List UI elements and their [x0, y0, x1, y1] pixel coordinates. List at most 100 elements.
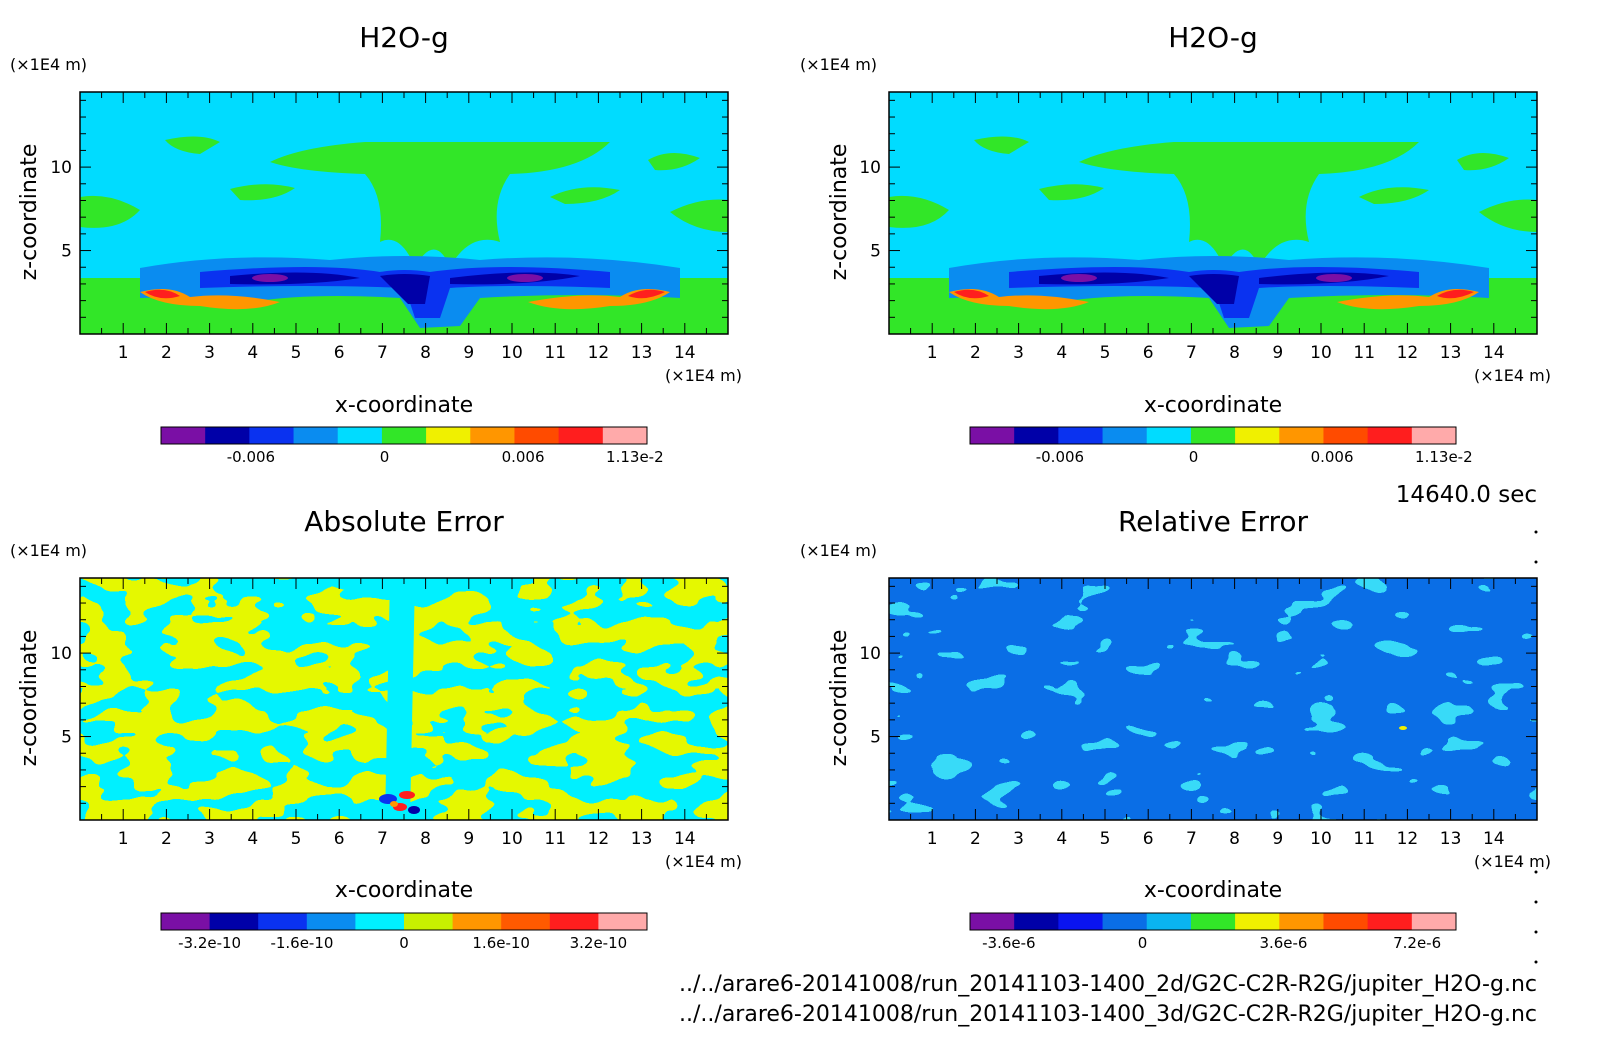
x-tick-label: 2 — [970, 343, 981, 363]
x-tick-label: 5 — [1100, 343, 1111, 363]
contour-red-left — [954, 289, 989, 299]
colorbar-swatch — [598, 913, 648, 930]
y-tick-label: 5 — [870, 728, 881, 748]
panel-1-y-unit: (×1E4 m) — [10, 55, 87, 74]
y-ticks: 5 10 — [50, 585, 728, 821]
x-tick-label: 11 — [1353, 343, 1375, 363]
colorbar-tick-label: 3.6e-6 — [1259, 934, 1307, 952]
contour-purple-right — [1316, 274, 1352, 282]
colorbar-tick-label: -1.6e-10 — [270, 934, 333, 952]
panel-4-ylabel: z-coordinate — [827, 630, 852, 767]
colorbar-swatch — [514, 427, 560, 444]
contour-purple-left — [252, 274, 288, 282]
colorbar-swatch — [306, 913, 356, 930]
x-tick-label: 6 — [1143, 829, 1154, 849]
colorbar-swatch — [1058, 427, 1104, 444]
colorbar-swatch — [1102, 427, 1148, 444]
colorbar-tick-label: -3.6e-6 — [982, 934, 1035, 952]
colorbar-tick-label: 0 — [399, 934, 409, 952]
colorbar-swatch — [404, 913, 454, 930]
colorbar-4: -3.6e-6 0 3.6e-6 7.2e-6 — [969, 912, 1457, 952]
panel-3-xlabel: x-coordinate — [335, 878, 473, 903]
x-ticks: 1 2 3 4 5 6 7 8 9 10 11 12 13 14 — [888, 578, 1538, 849]
error-navy-spot — [408, 806, 420, 814]
colorbar-frame — [969, 912, 1457, 931]
x-tick-label: 5 — [291, 829, 302, 849]
x-tick-label: 8 — [420, 829, 431, 849]
colorbar-2: -0.006 0 0.006 1.13e-2 — [969, 426, 1473, 466]
panel-1-xlabel: x-coordinate — [335, 393, 473, 418]
file-path-2d: ../../arare6-20141008/run_20141103-1400_… — [679, 972, 1537, 997]
y-tick-label: 5 — [61, 728, 72, 748]
x-tick-label: 1 — [927, 343, 938, 363]
colorbar-swatch — [970, 913, 1015, 930]
y-tick-label: 10 — [50, 644, 72, 664]
x-tick-label: 10 — [501, 829, 523, 849]
colorbar-tick-label: 0 — [1189, 448, 1199, 466]
x-tick-label: 10 — [501, 343, 523, 363]
x-ticks: 1 2 3 4 5 6 7 8 9 10 11 12 13 14 — [79, 578, 729, 849]
x-tick-label: 11 — [1353, 829, 1375, 849]
colorbar-swatch — [1014, 427, 1059, 444]
panel-2-ylabel: z-coordinate — [827, 144, 852, 281]
panel-4-x-unit: (×1E4 m) — [1474, 852, 1551, 871]
x-tick-label: 12 — [588, 829, 610, 849]
error-red-spot-1 — [399, 791, 415, 799]
panel-3-y-unit: (×1E4 m) — [10, 541, 87, 560]
panel-2-x-unit: (×1E4 m) — [1474, 366, 1551, 385]
colorbar-tick-label: 7.2e-6 — [1393, 934, 1441, 952]
plot-area — [80, 92, 728, 334]
panel-h2o-right: 1 2 3 4 5 6 7 8 9 10 11 12 13 14 510 — [859, 91, 1538, 363]
panel-3-x-unit: (×1E4 m) — [665, 852, 742, 871]
margin-dots — [1534, 530, 1538, 964]
x-tick-label: 6 — [1143, 343, 1154, 363]
colorbar-swatch — [1146, 913, 1192, 930]
colorbar-swatch — [501, 913, 551, 930]
x-tick-label: 13 — [1440, 343, 1462, 363]
x-tick-label: 8 — [1229, 343, 1240, 363]
contour-purple-right — [507, 274, 543, 282]
x-tick-label: 2 — [161, 343, 172, 363]
y-ticks: 5 10 — [50, 99, 728, 335]
colorbar-swatch — [293, 427, 339, 444]
colorbar-swatch — [381, 427, 427, 444]
field-blotches — [889, 578, 1537, 820]
colorbar-swatch — [1235, 427, 1280, 444]
x-tick-label: 3 — [1013, 829, 1024, 849]
x-tick-label: 3 — [204, 829, 215, 849]
plot-area — [80, 578, 728, 820]
panel-4-y-unit: (×1E4 m) — [800, 541, 877, 560]
error-orange-spot — [390, 801, 398, 807]
colorbar-tick-label: 0 — [1138, 934, 1148, 952]
x-tick-label: 12 — [1397, 829, 1419, 849]
colorbar-frame — [969, 426, 1457, 445]
contour-navy-core — [230, 272, 580, 304]
colorbar-swatch — [161, 913, 211, 930]
colorbar-swatch — [452, 913, 502, 930]
contour-purple-left — [1061, 274, 1097, 282]
colorbar-swatch — [1235, 913, 1280, 930]
x-tick-label: 9 — [1272, 829, 1283, 849]
colorbar-swatch — [602, 427, 648, 444]
colorbar-swatch — [970, 427, 1015, 444]
colorbar-tick-label: 0.006 — [1311, 448, 1354, 466]
x-tick-label: 14 — [1483, 343, 1505, 363]
y-tick-label: 5 — [61, 242, 72, 262]
colorbar-tick-label: 0.006 — [502, 448, 545, 466]
x-tick-label: 5 — [291, 343, 302, 363]
colorbar-tick-label: 1.13e-2 — [606, 448, 664, 466]
colorbar-tick-label: 1.6e-10 — [472, 934, 530, 952]
top-dark-arch — [1119, 578, 1309, 598]
panel-2-y-unit: (×1E4 m) — [800, 55, 877, 74]
colorbar-swatch — [1014, 913, 1059, 930]
x-tick-label: 4 — [1056, 829, 1067, 849]
colorbar-swatch — [470, 427, 515, 444]
colorbar-swatch — [1146, 427, 1192, 444]
y-ticks: 5 10 — [859, 99, 1537, 335]
x-tick-label: 7 — [1186, 343, 1197, 363]
x-tick-label: 2 — [970, 829, 981, 849]
contour-red-left — [145, 289, 180, 299]
panel-1-title: H2O-g — [359, 21, 449, 54]
colorbar-swatch — [1102, 913, 1148, 930]
colorbar-swatch — [1190, 913, 1236, 930]
